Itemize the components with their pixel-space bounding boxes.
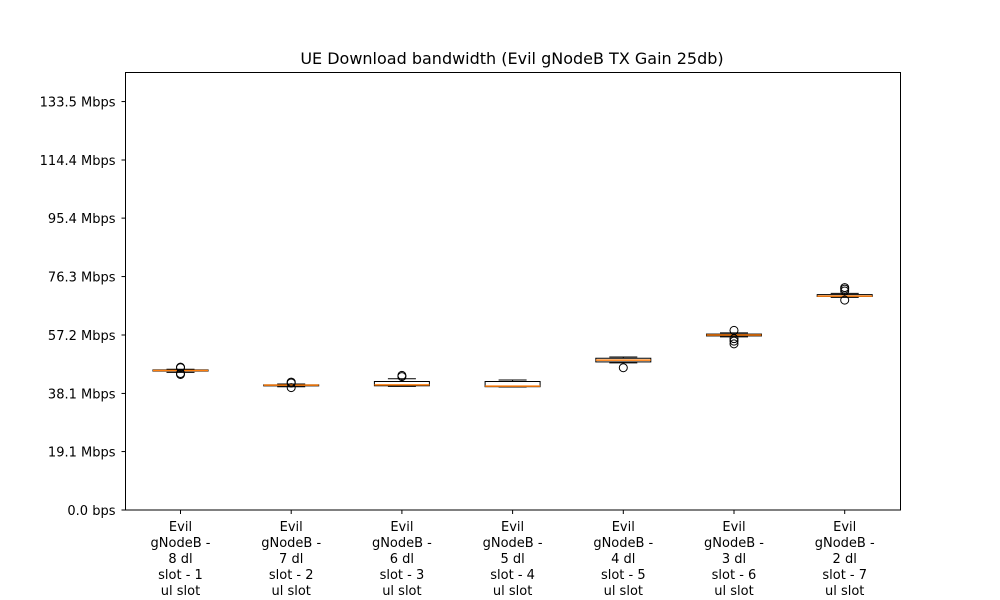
- x-tick-label-line: Evil: [280, 520, 303, 535]
- x-tick-label-line: gNodeB -: [151, 536, 211, 551]
- y-tick-label: 133.5 Mbps: [40, 96, 116, 111]
- box-plot-item: [373, 370, 430, 387]
- box-plot-item: [152, 362, 209, 379]
- x-tick-label-line: ul slot: [161, 584, 200, 599]
- x-tick-label-line: gNodeB -: [593, 536, 653, 551]
- x-tick-label-line: Evil: [833, 520, 856, 535]
- outlier-point: [397, 370, 407, 380]
- x-tick-label-line: ul slot: [604, 584, 643, 599]
- x-tick-label-line: gNodeB -: [483, 536, 543, 551]
- box-iqr: [373, 381, 430, 387]
- x-tick-label-line: slot - 1: [158, 568, 203, 583]
- x-tick-label-line: gNodeB -: [261, 536, 321, 551]
- outlier-point: [729, 339, 739, 349]
- box-plot-item: [816, 283, 873, 305]
- x-tick-label-line: slot - 3: [380, 568, 425, 583]
- x-tick-label-line: ul slot: [382, 584, 421, 599]
- outlier-point: [729, 336, 739, 346]
- x-tick-label-line: Evil: [169, 520, 192, 535]
- x-tick-label-line: 5 dl: [500, 552, 524, 567]
- x-tick-label-line: 4 dl: [611, 552, 635, 567]
- outlier-point: [840, 295, 850, 305]
- x-tick-label-line: gNodeB -: [372, 536, 432, 551]
- outlier-point: [176, 369, 185, 379]
- y-tick-label: 114.4 Mbps: [40, 154, 116, 169]
- x-tick-label-line: slot - 7: [822, 568, 867, 583]
- box-series: [152, 283, 873, 393]
- x-tick-label-line: Evil: [501, 520, 524, 535]
- box-plot-item: [484, 379, 541, 388]
- y-tick-label: 95.4 Mbps: [48, 212, 116, 227]
- x-tick-label-line: ul slot: [714, 584, 753, 599]
- box-plot-item: [263, 377, 320, 393]
- x-tick-label-line: Evil: [612, 520, 635, 535]
- y-tick-label: 57.2 Mbps: [48, 329, 116, 344]
- x-tick-label-line: ul slot: [493, 584, 532, 599]
- outlier-point: [729, 325, 739, 335]
- x-tick-label-line: Evil: [390, 520, 413, 535]
- x-tick-label-line: slot - 5: [601, 568, 646, 583]
- x-tick-label-line: ul slot: [825, 584, 864, 599]
- x-tick-label-line: 7 dl: [279, 552, 303, 567]
- chart-title: UE Download bandwidth (Evil gNodeB TX Ga…: [300, 49, 723, 68]
- y-tick-label: 0.0 bps: [67, 504, 115, 519]
- x-tick-label-line: slot - 6: [712, 568, 757, 583]
- outlier-point: [176, 362, 185, 372]
- outlier-point: [618, 363, 628, 373]
- x-tick-label-line: 3 dl: [722, 552, 746, 567]
- x-tick-label-line: Evil: [722, 520, 745, 535]
- x-tick-label-line: 2 dl: [833, 552, 857, 567]
- y-tick-label: 76.3 Mbps: [48, 271, 116, 286]
- outlier-point: [286, 383, 296, 393]
- x-tick-label-line: ul slot: [271, 584, 310, 599]
- outlier-point: [840, 283, 850, 293]
- x-tick-label-line: slot - 2: [269, 568, 314, 583]
- x-tick-label-line: 6 dl: [390, 552, 414, 567]
- y-axis: 0.0 bps 19.1 Mbps 38.1 Mbps 57.2 Mbps 76.3 M…: [40, 96, 126, 519]
- outlier-point: [286, 377, 296, 387]
- x-tick-label-line: 8 dl: [168, 552, 192, 567]
- box-plot-item: [595, 356, 652, 373]
- x-tick-label-line: gNodeB -: [704, 536, 764, 551]
- x-tick-label-line: gNodeB -: [815, 536, 875, 551]
- x-tick-label-line: slot - 4: [490, 568, 535, 583]
- y-tick-label: 19.1 Mbps: [48, 446, 116, 461]
- y-tick-label: 38.1 Mbps: [48, 387, 116, 402]
- box-plot-item: [706, 325, 762, 349]
